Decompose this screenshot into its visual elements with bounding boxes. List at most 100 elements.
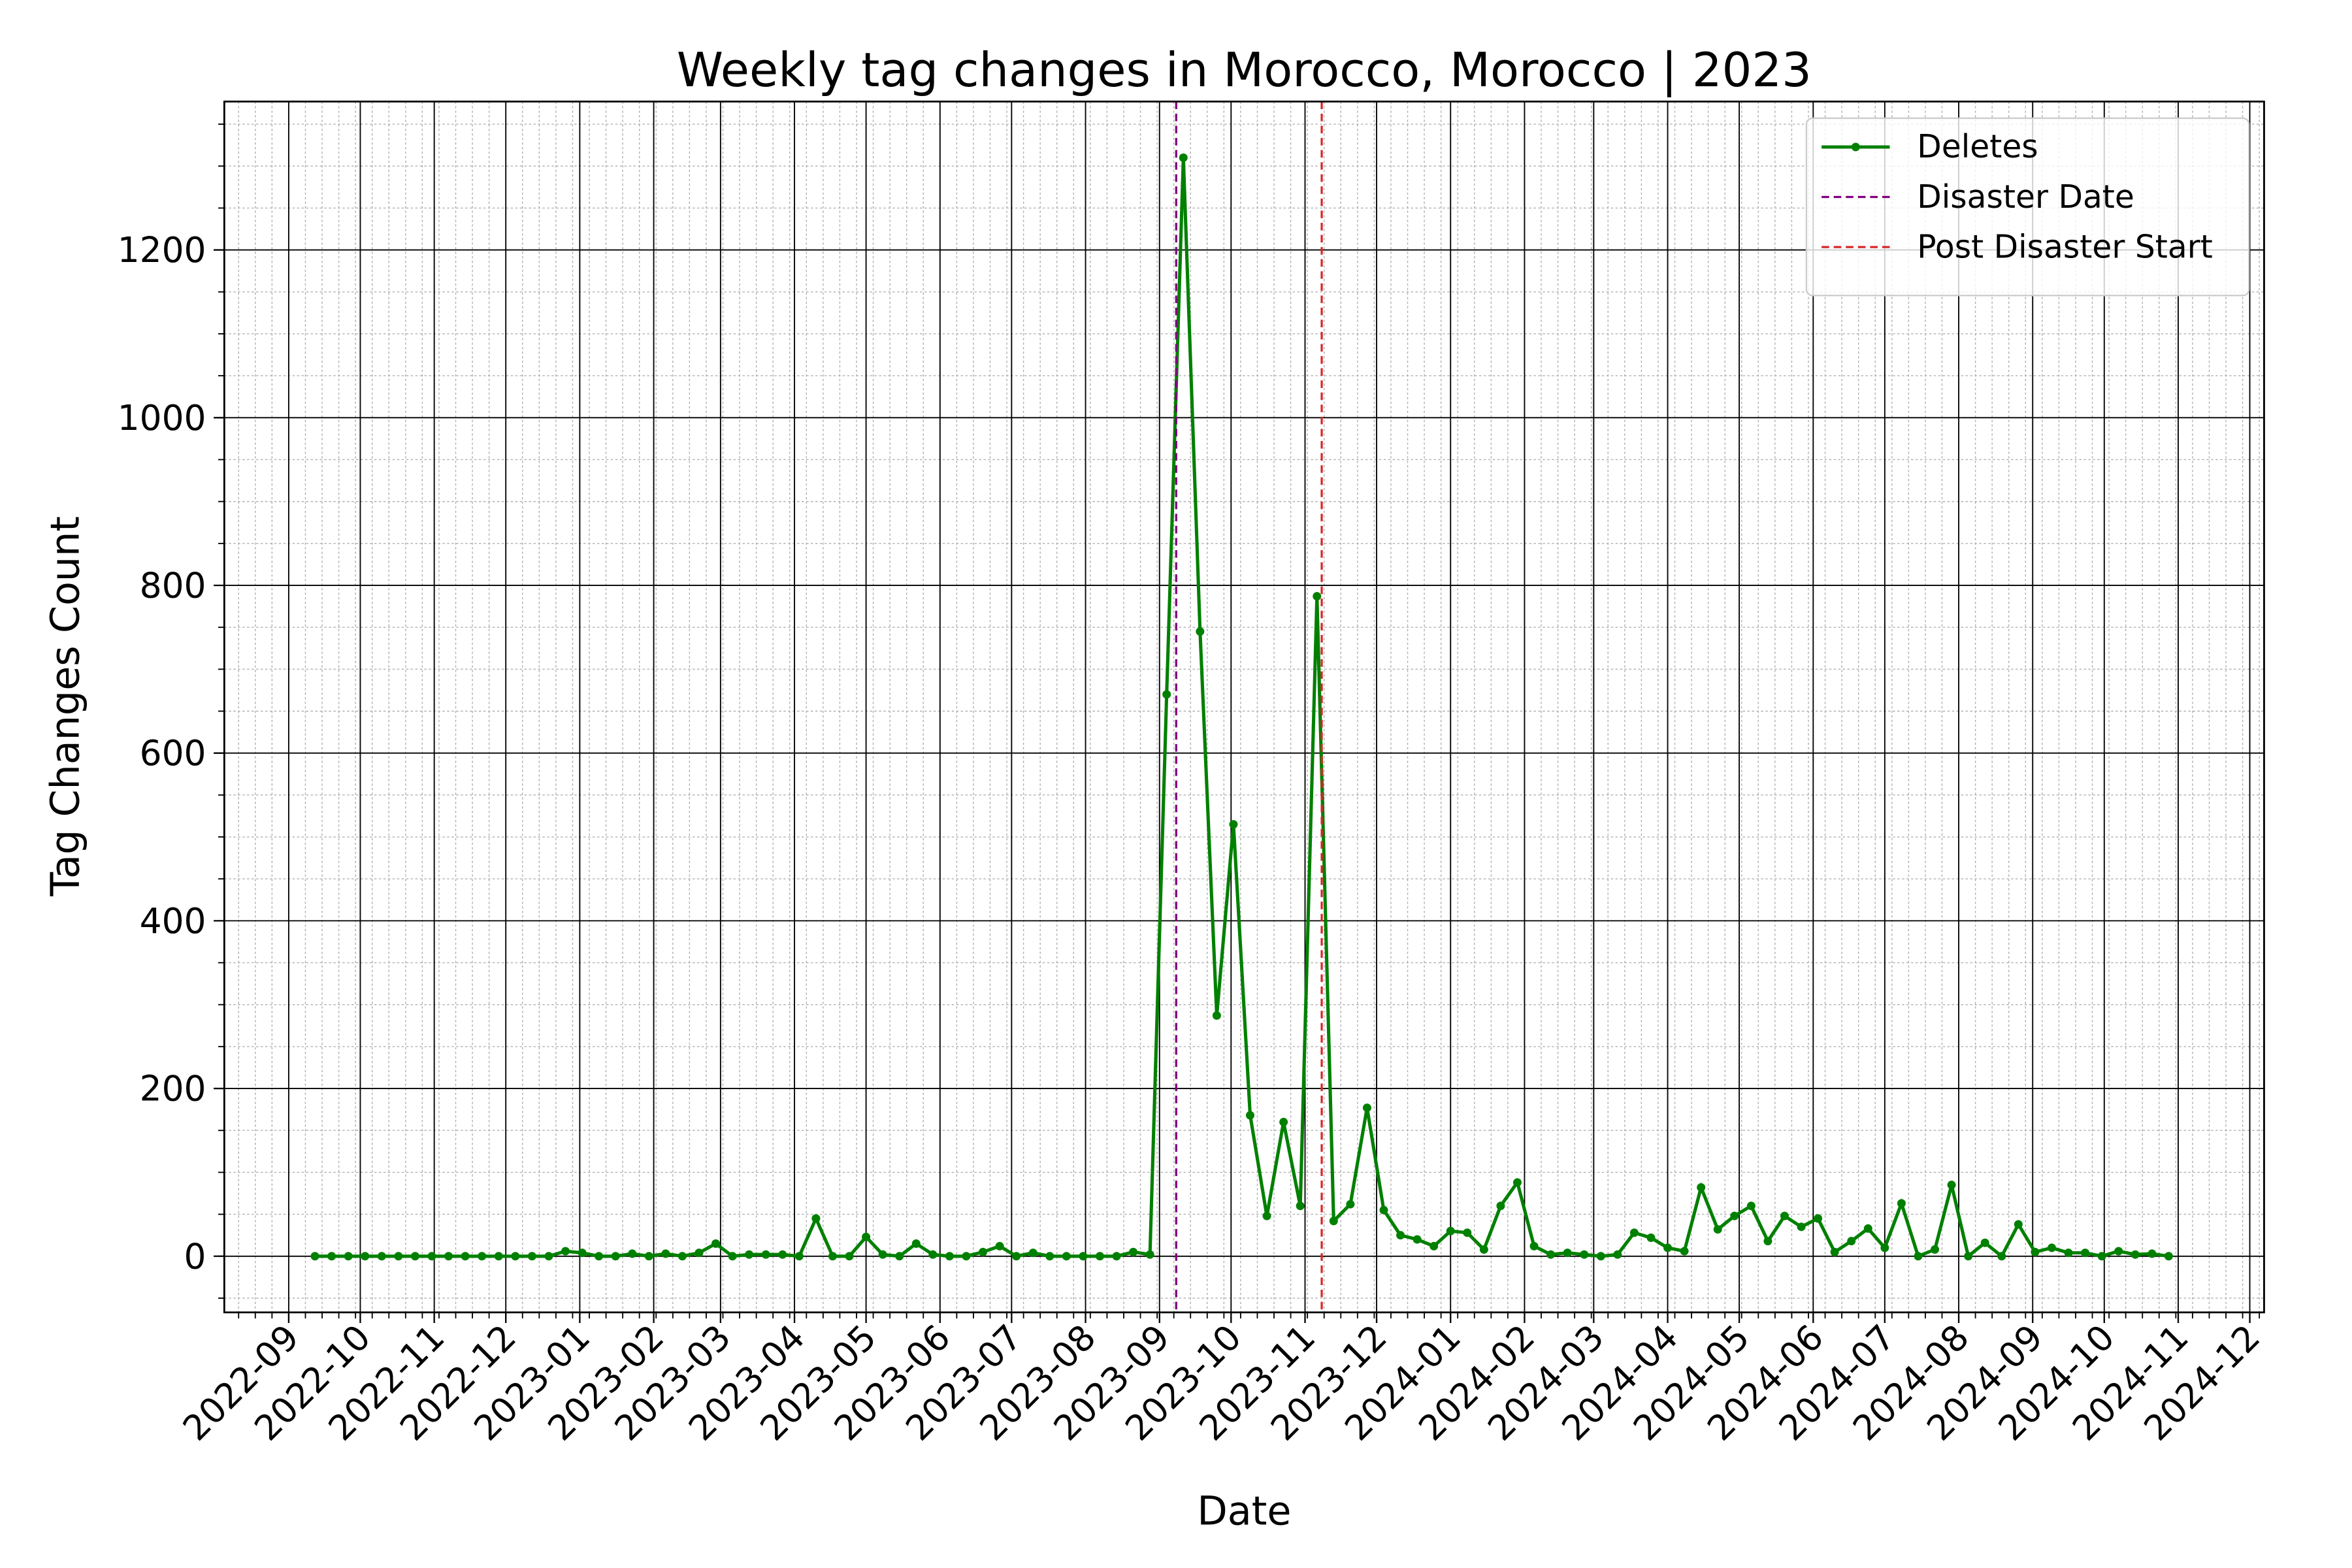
plot-area <box>310 101 2173 1313</box>
data-point <box>1596 1252 1605 1261</box>
data-point <box>1296 1201 1305 1211</box>
data-point <box>611 1252 620 1261</box>
data-point <box>1028 1249 1037 1258</box>
data-point <box>1646 1233 1656 1243</box>
legend-label: Post Disaster Start <box>1917 229 2213 265</box>
data-point <box>1429 1241 1439 1250</box>
y-axis-label: Tag Changes Count <box>43 516 89 897</box>
data-point <box>1112 1252 1121 1261</box>
data-point <box>1880 1243 1889 1252</box>
data-point <box>1814 1214 1823 1223</box>
data-point <box>361 1252 370 1261</box>
data-point <box>928 1250 938 1259</box>
data-point <box>1680 1247 1689 1256</box>
y-tick-label: 200 <box>140 1068 206 1109</box>
data-point <box>761 1250 770 1259</box>
data-point <box>862 1232 871 1241</box>
data-point <box>1697 1183 1706 1192</box>
y-tick-label: 400 <box>140 900 206 941</box>
data-point <box>1346 1200 1355 1209</box>
data-point <box>344 1252 353 1261</box>
data-point <box>1780 1211 1789 1220</box>
data-point <box>1079 1252 1088 1261</box>
data-point <box>1229 820 1238 829</box>
data-point <box>1997 1252 2006 1261</box>
data-point <box>1012 1252 1021 1261</box>
data-point <box>1863 1224 1872 1233</box>
plot-frame <box>223 101 2265 1314</box>
x-axis-label: Date <box>1197 1488 1291 1534</box>
data-point <box>2114 1247 2123 1256</box>
data-point <box>1095 1252 1104 1261</box>
data-point <box>478 1252 487 1261</box>
data-point <box>1763 1237 1772 1246</box>
data-point <box>427 1252 436 1261</box>
data-point <box>1663 1243 1673 1252</box>
y-tick-label: 1200 <box>118 229 206 270</box>
data-point <box>544 1252 553 1261</box>
legend-label: Disaster Date <box>1917 179 2134 216</box>
data-point <box>1246 1111 1255 1120</box>
data-point <box>995 1241 1004 1250</box>
data-point <box>1496 1201 1505 1211</box>
data-point <box>578 1249 587 1258</box>
data-point <box>1396 1231 1405 1240</box>
data-point <box>1730 1211 1739 1220</box>
data-point <box>1329 1217 1338 1226</box>
data-point <box>1279 1117 1288 1126</box>
data-point <box>2047 1243 2056 1252</box>
data-point <box>1162 690 1171 699</box>
data-point <box>979 1247 988 1256</box>
y-tick-label: 600 <box>140 732 206 774</box>
data-point <box>728 1252 737 1261</box>
legend-marker <box>1851 142 1860 152</box>
data-point <box>1196 627 1205 636</box>
legend-label: Deletes <box>1917 129 2038 165</box>
legend: Deletes Disaster Date Post Disaster Start <box>1805 117 2250 297</box>
data-line <box>315 157 2169 1260</box>
data-point <box>1964 1252 1973 1261</box>
data-point <box>2148 1249 2157 1258</box>
data-point <box>1062 1252 1071 1261</box>
data-point <box>1613 1250 1622 1259</box>
data-point <box>2081 1249 2090 1258</box>
data-point <box>2064 1249 2073 1258</box>
data-point <box>410 1252 419 1261</box>
data-point <box>911 1239 921 1249</box>
chart-title: Weekly tag changes in Morocco, Morocco |… <box>677 42 1812 98</box>
y-tick-label: 1000 <box>118 397 206 438</box>
data-point <box>1897 1199 1906 1208</box>
data-point <box>1262 1211 1271 1220</box>
data-point <box>678 1252 687 1261</box>
data-point <box>1512 1178 1522 1187</box>
data-point <box>527 1252 536 1261</box>
data-point <box>1931 1245 1940 1254</box>
data-point <box>1529 1241 1539 1250</box>
data-point <box>327 1252 336 1261</box>
data-point <box>394 1252 403 1261</box>
data-point <box>494 1252 503 1261</box>
data-point <box>1463 1228 1472 1237</box>
data-point <box>828 1252 837 1261</box>
data-point <box>745 1250 754 1259</box>
data-point <box>511 1252 520 1261</box>
data-point <box>444 1252 453 1261</box>
data-point <box>1629 1228 1639 1237</box>
data-point <box>1830 1247 1839 1256</box>
data-point <box>561 1247 570 1256</box>
data-point <box>628 1249 637 1258</box>
data-point <box>1980 1238 1989 1247</box>
data-point <box>1479 1245 1488 1254</box>
data-point <box>2014 1220 2023 1229</box>
data-point <box>377 1252 386 1261</box>
y-tick-label: 0 <box>184 1235 206 1277</box>
data-point <box>2031 1247 2040 1256</box>
data-point <box>711 1239 721 1249</box>
data-point <box>1947 1181 1956 1190</box>
data-point <box>1413 1235 1422 1244</box>
data-point <box>1313 592 1322 601</box>
data-point <box>694 1249 704 1258</box>
data-point <box>1446 1226 1455 1235</box>
data-point <box>1847 1237 1856 1246</box>
